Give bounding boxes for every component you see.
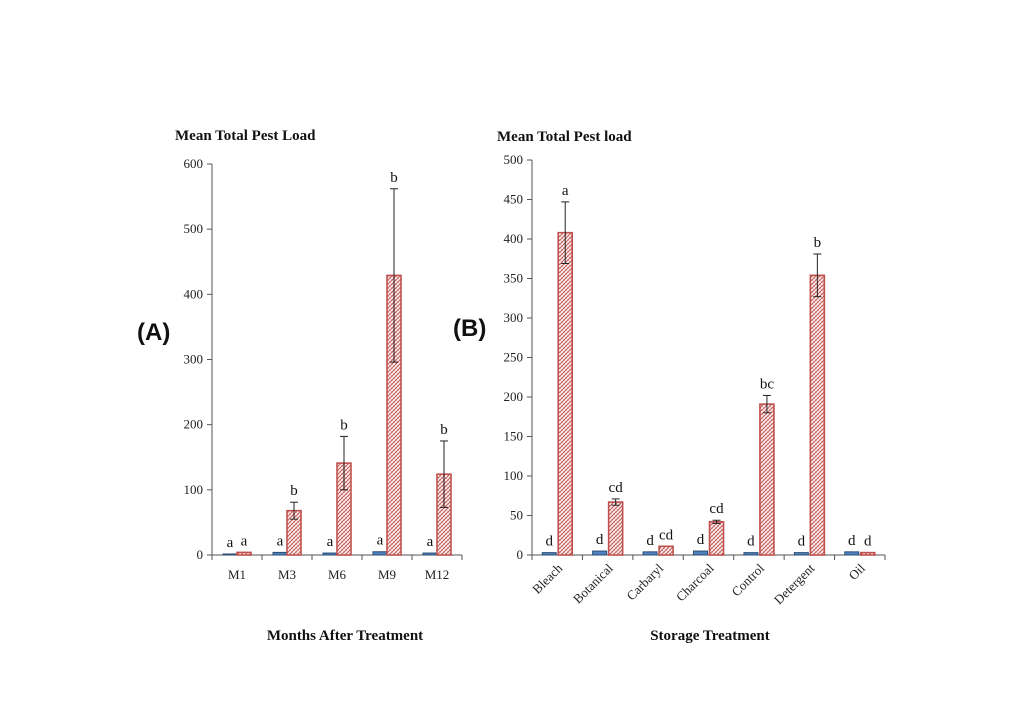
panel-a-bar-series-2 — [236, 551, 252, 556]
panel-b-x-tick-label: Control — [728, 560, 767, 599]
panel-b-significance-letter: d — [545, 534, 553, 550]
panel-b-bar-series-1 — [541, 552, 557, 556]
panel-a-y-tick-label: 200 — [184, 417, 204, 432]
panel-b-bar-series-2 — [859, 551, 876, 556]
panel-b-bar-series-2 — [607, 501, 624, 556]
panel-b-significance-letter: d — [697, 532, 705, 548]
panel-a-significance-letter: a — [377, 533, 384, 549]
panel-b-bar-series-1 — [743, 552, 759, 556]
panel-a-y-tick-label: 0 — [197, 547, 204, 562]
panel-a-significance-letter: a — [427, 534, 434, 550]
panel-a-significance-letter: a — [327, 534, 334, 550]
panel-a-y-tick-label: 400 — [184, 286, 204, 301]
panel-b-bar-series-2 — [708, 521, 725, 556]
panel-b-bar-series-2 — [557, 231, 574, 556]
panel-a-y-tick-label: 600 — [184, 156, 204, 171]
panel-b-significance-letter: cd — [609, 480, 624, 496]
panel-a-bar-series-1 — [272, 551, 288, 556]
panel-a-x-tick-label: M9 — [378, 567, 396, 582]
panel-b-bar-series-1 — [592, 550, 608, 556]
panel-b-plot: 0 50 100 150 200 250 300 350 400 450 500 Bleach d a Bo… — [504, 152, 886, 607]
panel-b-y-tick-label: 250 — [504, 350, 524, 365]
panel-a-significance-letter: a — [227, 535, 234, 551]
panel-b-y-tick-label: 400 — [504, 231, 524, 246]
panel-b: (B) Mean Total Pest load Storage Treatme… — [453, 129, 886, 644]
panel-b-significance-letter: a — [562, 183, 569, 199]
panel-b-x-tick-label: Oil — [846, 560, 869, 583]
panel-a-bar-series-1 — [322, 552, 338, 556]
panel-a-significance-letter: b — [290, 483, 298, 499]
panel-b-significance-letter: cd — [709, 501, 724, 517]
panel-b-y-tick-label: 200 — [504, 389, 524, 404]
panel-b-y-tick-label: 300 — [504, 310, 524, 325]
panel-a-bar-series-1 — [372, 551, 388, 556]
panel-b-significance-letter: d — [747, 534, 755, 550]
panel-b-bar-series-2 — [658, 545, 674, 556]
panel-b-significance-letter: cd — [659, 527, 674, 543]
panel-b-bar-series-2 — [809, 274, 826, 556]
panel-b-y-tick-label: 450 — [504, 192, 524, 207]
panel-b-bar-series-1 — [793, 552, 809, 556]
panel-b-y-tick-label: 50 — [510, 508, 523, 523]
panel-b-significance-letter: d — [596, 532, 604, 548]
panel-a-bar-series-1 — [222, 553, 238, 556]
panel-b-significance-letter: d — [864, 534, 872, 550]
panel-a-title: Mean Total Pest Load — [175, 128, 316, 144]
panel-b-x-tick-label: Botanical — [570, 560, 616, 606]
panel-b-x-tick-label: Carbaryl — [623, 560, 666, 603]
panel-a-significance-letter: b — [440, 422, 448, 438]
panel-a-bar-series-1 — [422, 552, 438, 556]
panel-a-significance-letter: a — [241, 533, 248, 549]
panel-a-y-tick-label: 500 — [184, 221, 204, 236]
panel-a-x-axis-title: Months After Treatment — [267, 628, 423, 644]
panel-b-significance-letter: d — [798, 534, 806, 550]
panel-a-y-tick-label: 100 — [184, 482, 204, 497]
panel-a-y-tick-label: 300 — [184, 352, 204, 367]
panel-a-label: (A) — [137, 319, 170, 346]
panel-a-significance-letter: a — [277, 533, 284, 549]
panel-b-significance-letter: d — [848, 533, 856, 549]
panel-b-bar-series-1 — [642, 551, 658, 556]
panel-b-title: Mean Total Pest load — [497, 129, 632, 145]
panel-b-bar-series-1 — [693, 550, 708, 556]
panel-b-significance-letter: b — [814, 235, 822, 251]
panel-b-bar-series-2 — [759, 403, 775, 556]
panel-a-significance-letter: b — [340, 417, 348, 433]
panel-b-significance-letter: d — [646, 533, 654, 549]
panel-a-x-tick-label: M3 — [278, 567, 296, 582]
panel-b-x-tick-label: Charcoal — [673, 560, 717, 604]
panel-b-y-tick-label: 500 — [504, 152, 524, 167]
panel-a-x-tick-label: M12 — [425, 567, 450, 582]
panel-b-y-tick-label: 0 — [517, 547, 524, 562]
panel-b-significance-letter: bc — [760, 376, 775, 392]
panel-b-x-tick-label: Bleach — [529, 560, 565, 596]
panel-a-significance-letter: b — [390, 170, 398, 186]
panel-a-x-tick-label: M1 — [228, 567, 246, 582]
panel-b-x-axis-title: Storage Treatment — [650, 628, 770, 644]
panel-b-y-tick-label: 350 — [504, 271, 524, 286]
panel-b-x-tick-label: Detergent — [771, 560, 818, 607]
panel-b-y-tick-label: 100 — [504, 468, 524, 483]
panel-b-y-tick-label: 150 — [504, 429, 524, 444]
panel-a-x-tick-label: M6 — [328, 567, 347, 582]
panel-a: (A) Mean Total Pest Load Months After Tr… — [137, 128, 463, 644]
panel-b-bar-series-1 — [844, 551, 860, 556]
panel-b-label: (B) — [453, 315, 486, 342]
